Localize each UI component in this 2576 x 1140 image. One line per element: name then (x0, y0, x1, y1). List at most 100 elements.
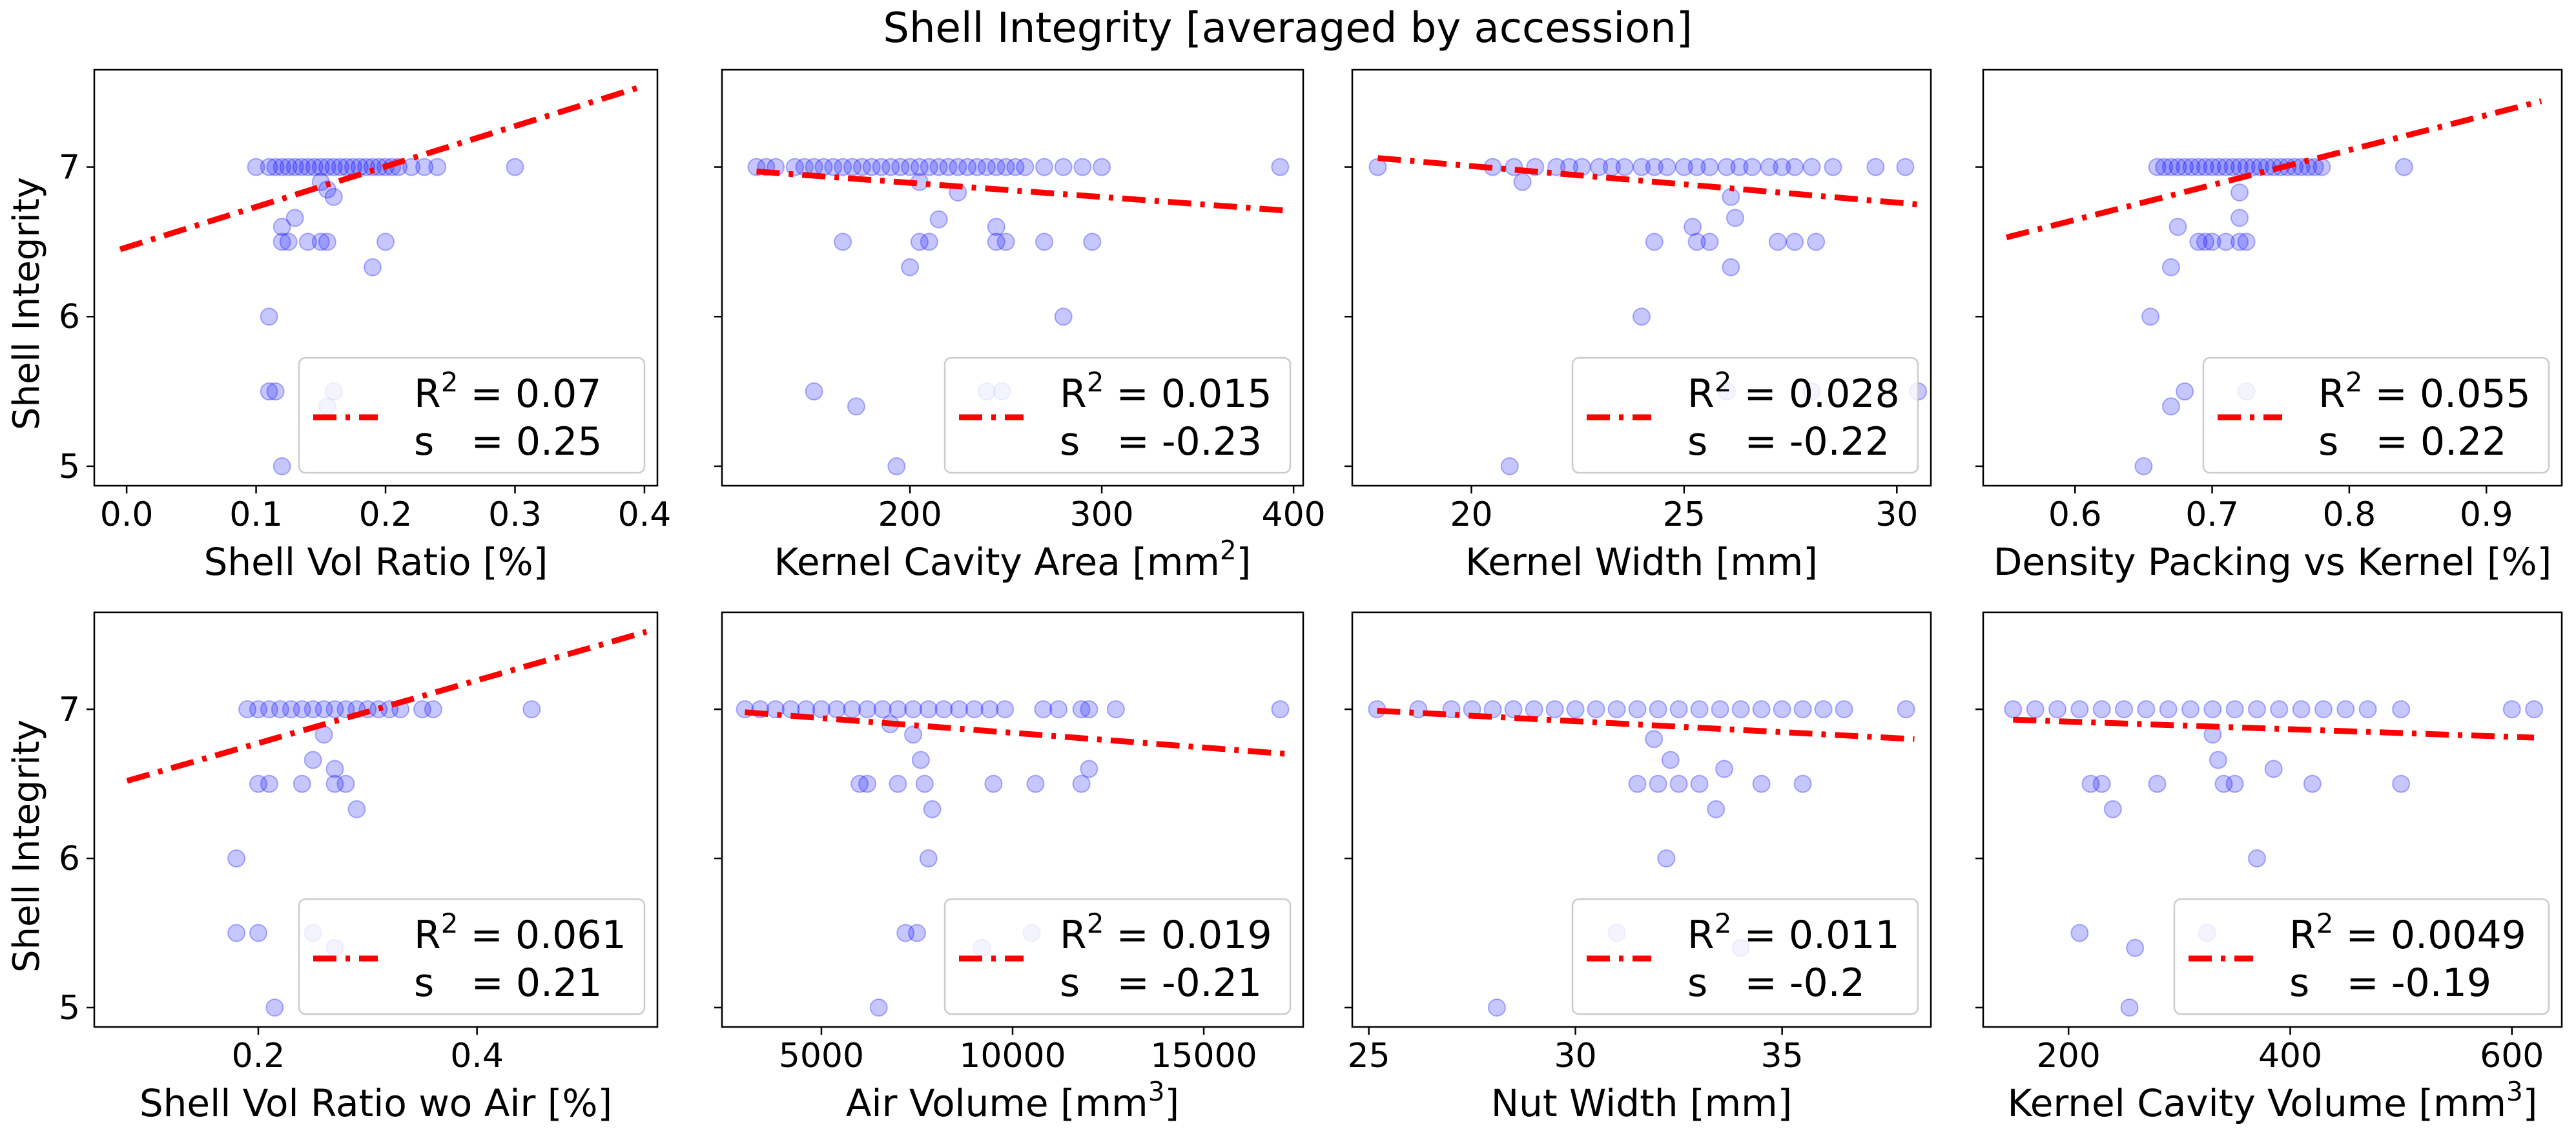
data-point (824, 158, 843, 176)
data-point (2114, 700, 2133, 719)
data-point (1786, 158, 1804, 176)
data-point (984, 774, 1003, 793)
data-point (2214, 774, 2233, 793)
x-axis-label: Kernel Width [mm] (1465, 540, 1818, 584)
data-point (1645, 233, 1664, 251)
data-point (1674, 158, 1693, 176)
data-point (1607, 700, 1626, 719)
legend-slope-label: s = 0.25 (414, 419, 602, 464)
data-point (968, 158, 987, 176)
data-point (260, 774, 278, 793)
data-point (522, 700, 541, 719)
data-point (1669, 700, 1688, 719)
axes-frame (1982, 68, 2563, 487)
axes-frame (93, 611, 659, 1028)
data-point (1649, 774, 1667, 793)
x-axis-label: Kernel Cavity Volume [mm3] (2008, 1076, 2538, 1125)
data-point (1684, 218, 1702, 236)
data-point (271, 700, 289, 719)
data-point (2203, 158, 2221, 176)
data-point (1687, 233, 1706, 251)
legend-box (2173, 898, 2550, 1015)
y-axis-label-bottom: Shell Integrity (6, 720, 48, 973)
legend-slope-label: s = 0.22 (2318, 419, 2506, 464)
data-point (1711, 700, 1729, 719)
x-tick-label: 0.2 (232, 1037, 285, 1075)
data-point (2392, 700, 2411, 719)
y-tick-label: 5 (59, 448, 80, 486)
data-point (1072, 774, 1091, 793)
x-axis-label: Kernel Cavity Area [mm2] (774, 535, 1252, 584)
data-point (279, 233, 298, 251)
data-point (2336, 700, 2355, 719)
data-point (1715, 760, 1733, 778)
data-point (1080, 700, 1098, 719)
data-point (2231, 209, 2249, 227)
data-point (1488, 998, 1506, 1017)
legend-box (298, 357, 646, 474)
data-point (402, 158, 421, 176)
data-point (1707, 800, 1726, 818)
axes-frame (93, 68, 659, 487)
data-point (1035, 158, 1054, 176)
legend-r2-label: R2 = 0.061 (414, 907, 626, 959)
data-point (1690, 774, 1709, 793)
data-point (1690, 700, 1709, 719)
axes-frame (1351, 68, 1932, 487)
data-point (1093, 158, 1111, 176)
legend-box (943, 898, 1292, 1015)
legend-box (2202, 357, 2550, 474)
data-point (1649, 700, 1667, 719)
subplot-2: 200 300 400 Kernel Cavity Area [mm2] R2 = 0.… (714, 68, 1326, 584)
data-point (896, 924, 915, 942)
data-point (1802, 158, 1821, 176)
legend-r2-label: R2 = 0.028 (1687, 366, 1900, 417)
data-point (934, 700, 953, 719)
data-point (1035, 233, 1054, 251)
data-point (249, 774, 267, 793)
data-point (1669, 774, 1688, 793)
data-point (834, 233, 852, 251)
data-point (2247, 849, 2266, 868)
data-point (2196, 158, 2214, 176)
data-point (238, 700, 257, 719)
data-point (2126, 938, 2145, 957)
data-point (2216, 233, 2235, 251)
data-point (2026, 700, 2045, 719)
data-point (311, 233, 330, 251)
data-point (1752, 700, 1771, 719)
data-point (1073, 158, 1092, 176)
data-point (2264, 760, 2283, 778)
data-point (1807, 233, 1826, 251)
scatter-points (1368, 158, 1928, 475)
data-point (1687, 158, 1706, 176)
data-point (413, 700, 431, 719)
data-point (266, 158, 285, 176)
data-point (1026, 774, 1045, 793)
data-point (1590, 158, 1609, 176)
data-point (2137, 700, 2156, 719)
data-point (1786, 233, 1804, 251)
data-point (1645, 730, 1664, 749)
data-point (929, 210, 948, 229)
data-point (958, 158, 977, 176)
data-point (852, 158, 871, 176)
data-point (2169, 158, 2187, 176)
data-point (1409, 700, 1428, 719)
data-point (965, 700, 984, 719)
data-point (929, 158, 948, 176)
data-point (2244, 158, 2263, 176)
axes-frame (1351, 611, 1932, 1028)
data-point (1271, 700, 1290, 719)
data-point (987, 233, 1005, 251)
data-point (2209, 751, 2227, 769)
legend-box (943, 357, 1292, 474)
legend-box (1571, 898, 1919, 1015)
data-point (227, 924, 246, 942)
data-point (887, 457, 906, 475)
data-point (1034, 700, 1053, 719)
legend-slope-label: s = 0.21 (414, 960, 602, 1006)
scatter-points (747, 158, 1290, 475)
data-point (980, 700, 999, 719)
